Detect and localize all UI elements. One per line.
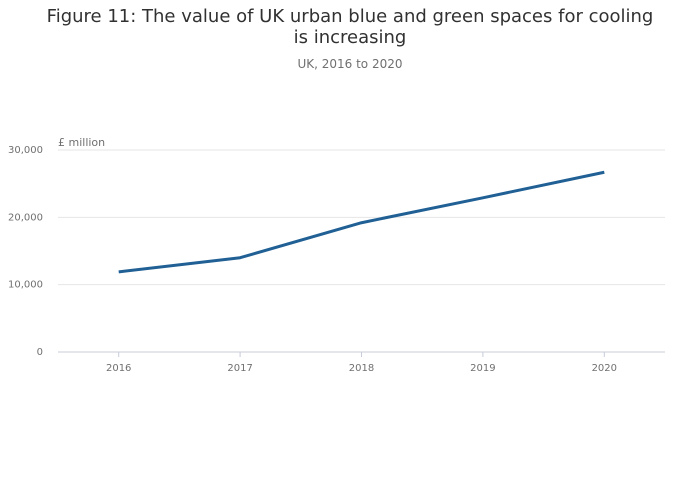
x-tick-label: 2016	[106, 363, 131, 374]
y-tick-label: 30,000	[8, 145, 43, 156]
y-tick-label: 20,000	[8, 212, 43, 223]
chart-title: Figure 11: The value of UK urban blue an…	[46, 6, 654, 48]
y-axis-label: £ million	[58, 136, 105, 149]
x-tick-label: 2020	[592, 363, 617, 374]
y-tick-label: 10,000	[8, 280, 43, 291]
x-tick-label: 2019	[470, 363, 495, 374]
y-tick-label: 0	[37, 347, 43, 358]
chart-subtitle: UK, 2016 to 2020	[297, 57, 403, 71]
line-series	[118, 170, 605, 274]
x-tick-label: 2017	[227, 363, 252, 374]
x-tick-label: 2018	[349, 363, 374, 374]
